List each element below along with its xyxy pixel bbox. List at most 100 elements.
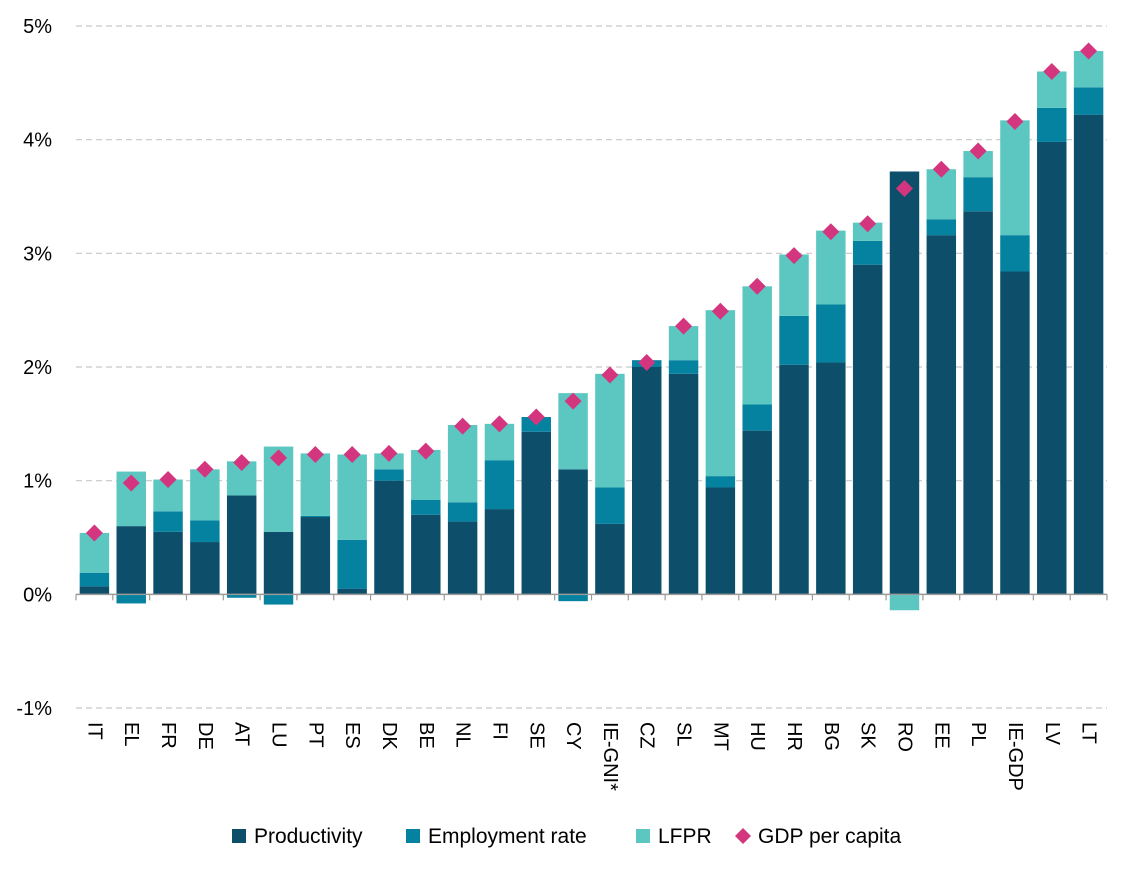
marker-gdp-per-capita	[859, 215, 877, 233]
x-tick-label: LU	[268, 722, 290, 748]
bar-employment-rate	[1073, 87, 1104, 115]
bar-lfpr	[300, 453, 331, 516]
bar-productivity	[816, 362, 846, 595]
marker-gdp-per-capita	[748, 277, 766, 295]
x-tick-label: LV	[1041, 722, 1063, 746]
bar-lfpr	[742, 286, 772, 405]
bar-employment-rate	[190, 520, 220, 543]
marker-gdp-per-capita	[306, 446, 324, 464]
marker-gdp-per-capita	[454, 417, 472, 435]
bar-lfpr	[190, 469, 220, 521]
legend-lfpr-swatch	[636, 829, 650, 843]
bar-productivity	[300, 517, 331, 595]
bar-employment-rate	[963, 177, 993, 212]
x-tick-label: CY	[562, 722, 584, 750]
bar-productivity	[963, 211, 993, 595]
x-tick-label: HR	[783, 722, 805, 751]
bar-productivity	[742, 430, 772, 595]
marker-gdp-per-capita	[785, 247, 803, 265]
bar-productivity	[374, 480, 404, 595]
marker-gdp-per-capita	[85, 524, 103, 542]
marker-gdp-per-capita	[490, 415, 508, 433]
bar-employment-rate	[116, 594, 146, 604]
legend-gdp-per-capita-swatch	[735, 828, 751, 844]
legend-lfpr-label: LFPR	[658, 825, 712, 848]
bar-lfpr	[705, 310, 736, 477]
bar-lfpr	[816, 230, 846, 305]
bar-lfpr	[337, 454, 367, 540]
y-tick-label: 1%	[23, 471, 52, 493]
marker-gdp-per-capita	[711, 302, 729, 320]
x-tick-label: LT	[1078, 722, 1100, 744]
x-tick-label: DK	[378, 722, 400, 750]
bar-lfpr	[595, 373, 625, 488]
bar-productivity	[447, 521, 478, 595]
marker-gdp-per-capita	[196, 460, 214, 478]
x-tick-label: PT	[304, 722, 326, 748]
bar-productivity	[1037, 141, 1067, 595]
marker-gdp-per-capita	[1043, 62, 1061, 80]
bar-productivity	[779, 364, 809, 595]
bar-employment-rate	[263, 594, 294, 605]
marker-gdp-per-capita	[895, 180, 913, 198]
x-tick-label: IE-GDP	[1004, 722, 1026, 791]
bar-productivity	[79, 586, 110, 595]
bar-productivity	[852, 264, 883, 595]
marker-gdp-per-capita	[527, 408, 545, 426]
bar-productivity	[668, 373, 699, 595]
x-tick-label: ES	[341, 722, 363, 749]
x-tick-label: SK	[857, 722, 879, 749]
marker-gdp-per-capita	[564, 392, 582, 410]
bar-lfpr	[779, 254, 809, 316]
bar-lfpr	[889, 594, 920, 611]
bar-employment-rate	[337, 539, 367, 589]
y-tick-label: 0%	[23, 584, 52, 606]
marker-gdp-per-capita	[343, 446, 361, 464]
legend: Productivity Employment rate LFPR GDP per c…	[232, 825, 902, 848]
y-tick-label: 2%	[23, 357, 52, 379]
marker-gdp-per-capita	[417, 442, 435, 460]
bar-productivity	[1073, 114, 1104, 595]
bar-productivity	[632, 367, 662, 595]
x-tick-label: HU	[746, 722, 768, 751]
bar-employment-rate	[558, 594, 588, 602]
x-tick-label: RO	[893, 722, 915, 752]
bar-productivity	[558, 469, 588, 595]
legend-gdp-per-capita-label: GDP per capita	[758, 825, 902, 848]
x-tick-label: SL	[673, 722, 695, 746]
legend-productivity-label: Productivity	[254, 825, 363, 848]
x-tick-label: EL	[120, 722, 142, 746]
x-tick-label: IE-GNI*	[599, 722, 621, 791]
y-tick-label: 4%	[23, 130, 52, 152]
bar-employment-rate	[705, 476, 736, 488]
x-tick-label: BG	[820, 722, 842, 751]
bar-employment-rate	[411, 499, 441, 515]
x-tick-label: FR	[157, 722, 179, 749]
y-tick-label: -1%	[16, 698, 52, 720]
x-tick-label: FI	[488, 722, 510, 740]
bar-productivity	[926, 235, 957, 595]
x-tick-label: PL	[967, 722, 989, 746]
bar-productivity	[190, 542, 220, 595]
bar-employment-rate	[1000, 235, 1030, 272]
bar-productivity	[263, 531, 294, 595]
x-tick-label: BE	[415, 722, 437, 749]
marker-gdp-per-capita	[159, 471, 177, 489]
x-tick-label: AT	[231, 722, 253, 746]
bar-employment-rate	[852, 240, 883, 265]
bar-employment-rate	[484, 460, 515, 510]
bar-productivity	[705, 487, 736, 595]
x-tick-label: SE	[525, 722, 547, 749]
legend-productivity-swatch	[232, 829, 246, 843]
bar-employment-rate	[595, 487, 625, 524]
marker-gdp-per-capita	[122, 474, 140, 492]
bar-employment-rate	[153, 511, 183, 532]
marker-gdp-per-capita	[638, 353, 656, 371]
bar-employment-rate	[742, 404, 772, 431]
bar-productivity	[116, 526, 146, 595]
marker-gdp-per-capita	[675, 317, 693, 335]
bar-employment-rate	[79, 572, 110, 587]
bar-productivity	[411, 514, 441, 595]
marker-gdp-per-capita	[270, 449, 288, 467]
y-tick-labels: -1% 0% 1% 2% 3% 4% 5%	[16, 16, 52, 720]
